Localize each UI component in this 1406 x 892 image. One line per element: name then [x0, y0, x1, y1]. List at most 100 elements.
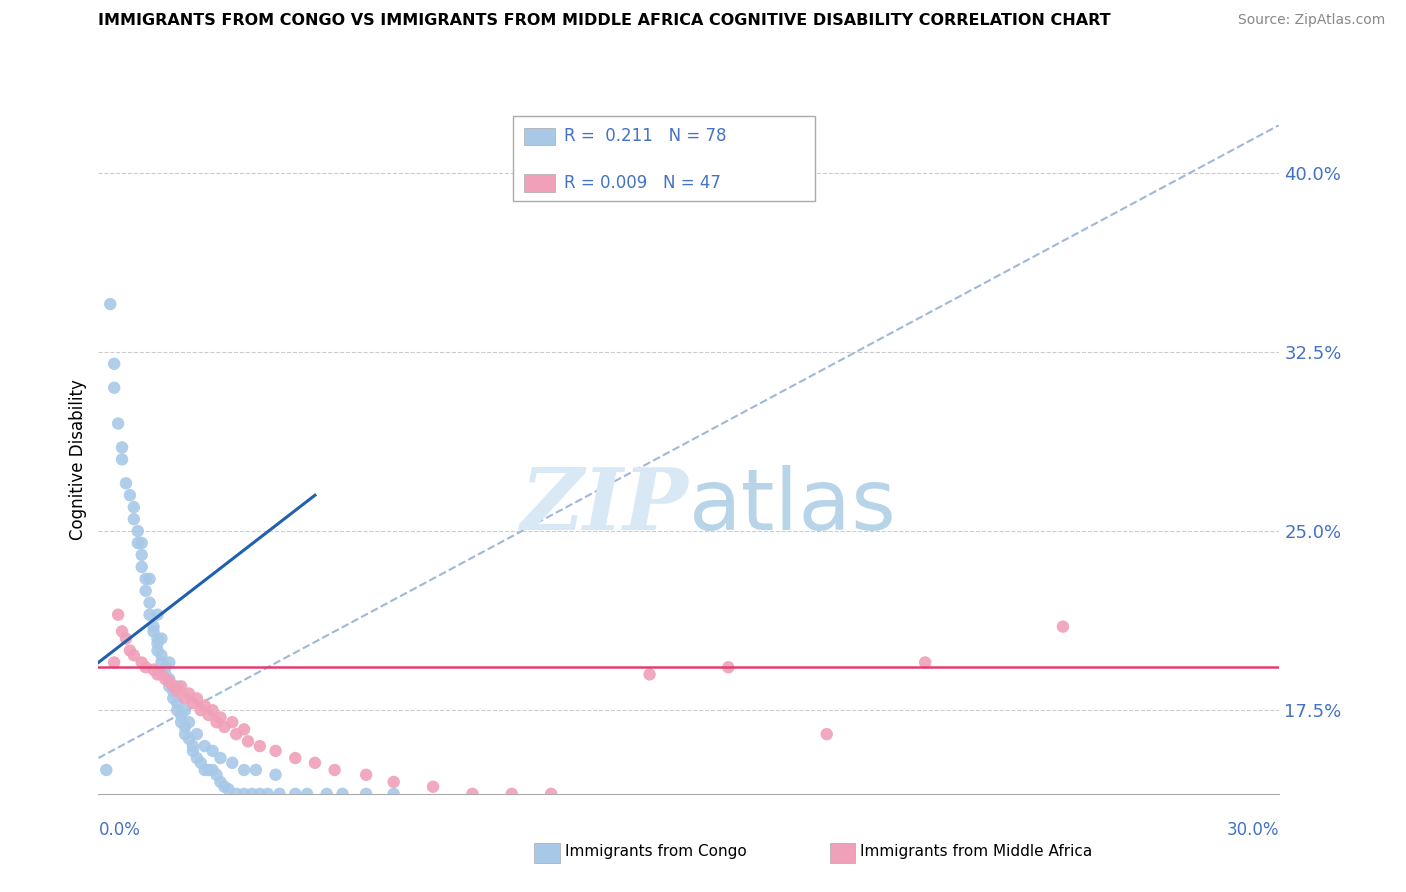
Point — [146, 643, 169, 657]
Text: atlas: atlas — [689, 465, 897, 548]
Point — [256, 787, 278, 801]
Point — [177, 731, 200, 746]
Point — [197, 708, 219, 723]
Text: R =  0.211   N = 78: R = 0.211 N = 78 — [564, 128, 727, 145]
Point — [236, 734, 259, 748]
Point — [181, 739, 204, 753]
Point — [146, 667, 169, 681]
Point — [209, 775, 232, 789]
Point — [122, 512, 145, 526]
Point — [217, 782, 239, 797]
Point — [186, 727, 208, 741]
Point — [127, 524, 149, 538]
Point — [138, 572, 160, 586]
Point — [96, 763, 118, 777]
Point — [194, 739, 217, 753]
Point — [214, 720, 236, 734]
Point — [540, 787, 562, 801]
Point — [717, 660, 740, 674]
Point — [135, 583, 157, 598]
Point — [181, 744, 204, 758]
Point — [107, 417, 129, 431]
Point — [186, 691, 208, 706]
Point — [174, 727, 197, 741]
Point — [174, 703, 197, 717]
Y-axis label: Cognitive Disability: Cognitive Disability — [69, 379, 87, 540]
Point — [157, 672, 180, 686]
Point — [461, 787, 484, 801]
Point — [245, 763, 267, 777]
Point — [186, 751, 208, 765]
Point — [382, 787, 405, 801]
Point — [115, 476, 138, 491]
Point — [304, 756, 326, 770]
Point — [315, 787, 337, 801]
Text: R = 0.009   N = 47: R = 0.009 N = 47 — [564, 174, 721, 192]
Point — [150, 656, 173, 670]
Point — [177, 715, 200, 730]
Point — [170, 715, 193, 730]
Point — [138, 596, 160, 610]
Point — [354, 787, 377, 801]
Point — [214, 780, 236, 794]
Point — [155, 667, 177, 681]
Point — [122, 500, 145, 515]
Point — [150, 632, 173, 646]
Point — [233, 723, 256, 737]
Point — [269, 787, 291, 801]
Point — [233, 787, 256, 801]
Point — [354, 768, 377, 782]
Point — [142, 624, 165, 639]
Point — [209, 710, 232, 724]
Point — [150, 667, 173, 681]
Point — [501, 787, 523, 801]
Point — [264, 768, 287, 782]
Point — [174, 720, 197, 734]
Point — [131, 560, 153, 574]
Point — [205, 768, 228, 782]
Point — [295, 787, 318, 801]
Point — [205, 715, 228, 730]
Point — [146, 607, 169, 622]
Point — [170, 679, 193, 693]
Point — [323, 763, 346, 777]
Point — [190, 703, 212, 717]
Point — [201, 703, 224, 717]
Point — [98, 297, 121, 311]
Point — [107, 607, 129, 622]
Point — [111, 441, 134, 455]
Point — [177, 687, 200, 701]
Point — [166, 696, 188, 710]
Point — [142, 663, 165, 677]
Point — [111, 624, 134, 639]
Point — [142, 619, 165, 633]
Text: IMMIGRANTS FROM CONGO VS IMMIGRANTS FROM MIDDLE AFRICA COGNITIVE DISABILITY CORR: IMMIGRANTS FROM CONGO VS IMMIGRANTS FROM… — [98, 13, 1111, 29]
Point — [264, 744, 287, 758]
Point — [131, 536, 153, 550]
Point — [131, 548, 153, 562]
Point — [170, 708, 193, 723]
Point — [201, 763, 224, 777]
Point — [201, 744, 224, 758]
Point — [118, 488, 141, 502]
Text: ZIP: ZIP — [522, 465, 689, 548]
Point — [225, 727, 247, 741]
Point — [190, 756, 212, 770]
Point — [146, 636, 169, 650]
Text: Immigrants from Middle Africa: Immigrants from Middle Africa — [860, 845, 1092, 859]
Point — [225, 787, 247, 801]
Point — [150, 648, 173, 663]
Point — [382, 775, 405, 789]
Point — [197, 763, 219, 777]
Point — [111, 452, 134, 467]
Point — [166, 703, 188, 717]
Point — [284, 751, 307, 765]
Text: Source: ZipAtlas.com: Source: ZipAtlas.com — [1237, 13, 1385, 28]
Point — [135, 572, 157, 586]
Point — [162, 684, 184, 698]
Point — [815, 727, 838, 741]
Point — [221, 715, 243, 730]
Point — [122, 648, 145, 663]
Point — [914, 656, 936, 670]
Point — [240, 787, 263, 801]
